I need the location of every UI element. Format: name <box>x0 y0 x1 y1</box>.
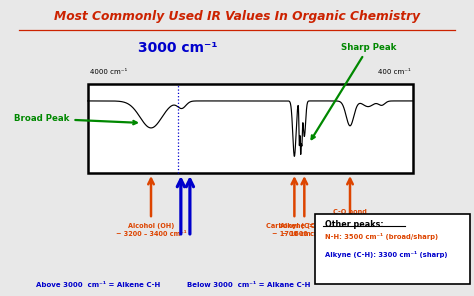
Text: Most Commonly Used IR Values In Organic Chemistry: Most Commonly Used IR Values In Organic … <box>54 10 420 23</box>
Text: Carbonyl (C=O)
~ 1700 cm⁻¹: Carbonyl (C=O) ~ 1700 cm⁻¹ <box>266 223 323 237</box>
Text: Alcohol (OH)
~ 3200 – 3400 cm⁻¹: Alcohol (OH) ~ 3200 – 3400 cm⁻¹ <box>116 223 186 237</box>
Text: Other peaks:: Other peaks: <box>325 220 384 229</box>
FancyBboxPatch shape <box>88 84 413 173</box>
Text: 400 cm⁻¹: 400 cm⁻¹ <box>378 70 411 75</box>
Text: Sharp Peak: Sharp Peak <box>311 43 396 139</box>
Text: C-O bond
~ 1100 cm⁻¹: C-O bond ~ 1100 cm⁻¹ <box>328 209 373 223</box>
Text: Alkene (C=C)
~ 1600 cm⁻¹: Alkene (C=C) ~ 1600 cm⁻¹ <box>280 223 328 237</box>
Text: Broad Peak: Broad Peak <box>14 114 137 124</box>
Text: Alkyne (C-H): 3300 cm⁻¹ (sharp): Alkyne (C-H): 3300 cm⁻¹ (sharp) <box>325 251 447 258</box>
Text: Above 3000  cm⁻¹ = Alkene C-H: Above 3000 cm⁻¹ = Alkene C-H <box>36 282 160 288</box>
Text: 3000 cm⁻¹: 3000 cm⁻¹ <box>138 41 218 55</box>
FancyBboxPatch shape <box>315 214 470 284</box>
Text: N-H: 3500 cm⁻¹ (broad/sharp): N-H: 3500 cm⁻¹ (broad/sharp) <box>325 233 438 240</box>
Text: 4000 cm⁻¹: 4000 cm⁻¹ <box>90 70 128 75</box>
Text: Below 3000  cm⁻¹ = Alkane C-H: Below 3000 cm⁻¹ = Alkane C-H <box>187 282 310 288</box>
